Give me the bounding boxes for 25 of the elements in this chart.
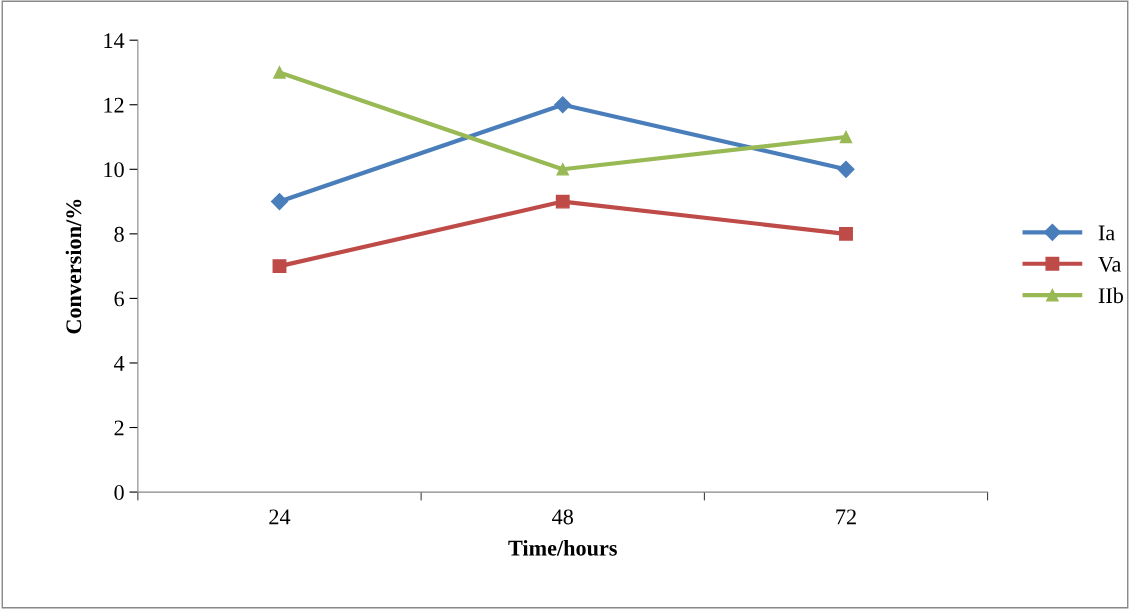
point [554, 96, 572, 114]
x-tick-label: 24 [269, 509, 291, 525]
y-tick-label: 14 [104, 33, 125, 48]
y-tick-label: 2 [114, 420, 124, 436]
x-tick-label: 48 [552, 509, 573, 525]
y-tick-label: 6 [114, 291, 124, 307]
point [556, 163, 569, 176]
legend-label: IIb [1098, 287, 1124, 304]
y-axis-title: Conversion/% [65, 199, 82, 334]
x-tick-label: 72 [836, 509, 856, 525]
point [273, 66, 286, 79]
y-tick-label: 4 [113, 356, 125, 371]
y-tick-label: 8 [114, 226, 124, 242]
point [839, 226, 853, 241]
y-tick-label: 10 [104, 162, 124, 178]
point [837, 160, 855, 178]
point [272, 259, 287, 274]
legend-label: Va [1098, 256, 1122, 272]
y-tick-label: 0 [114, 485, 124, 500]
point [270, 193, 289, 211]
point [839, 130, 853, 144]
legend-label: Ia [1098, 225, 1115, 241]
x-axis-title: Time/hours [508, 540, 617, 556]
y-tick-label: 12 [104, 97, 124, 113]
point [555, 194, 570, 209]
